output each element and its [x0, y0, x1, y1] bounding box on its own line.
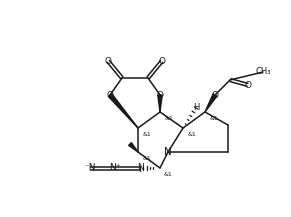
Text: O: O: [157, 90, 164, 100]
Text: &1: &1: [210, 117, 218, 122]
Polygon shape: [158, 95, 162, 112]
Text: O: O: [212, 90, 219, 100]
Polygon shape: [205, 94, 217, 112]
Text: &1: &1: [143, 133, 151, 138]
Text: O: O: [104, 56, 111, 66]
Text: &1: &1: [165, 117, 173, 122]
Text: H: H: [193, 104, 199, 112]
Text: &1: &1: [164, 171, 172, 176]
Text: &1: &1: [143, 156, 151, 161]
Text: N: N: [137, 163, 143, 173]
Polygon shape: [129, 143, 138, 152]
Text: O: O: [107, 90, 113, 100]
Text: CH₃: CH₃: [255, 67, 271, 77]
Text: O: O: [244, 81, 251, 89]
Text: N⁺: N⁺: [109, 163, 121, 173]
Text: ⁻N: ⁻N: [84, 163, 96, 173]
Polygon shape: [108, 94, 138, 128]
Text: O: O: [159, 56, 166, 66]
Text: &1: &1: [188, 133, 196, 138]
Text: N: N: [164, 147, 172, 157]
